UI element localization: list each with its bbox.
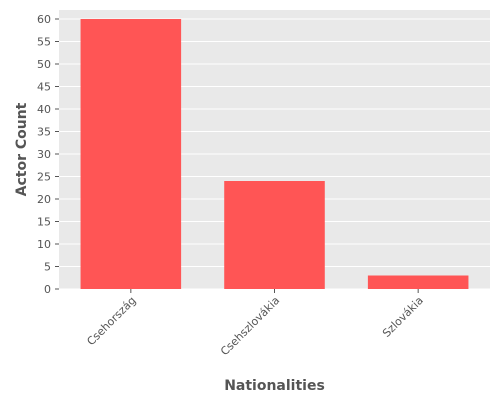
y-tick-label: 0: [44, 283, 51, 296]
bar: [80, 19, 182, 289]
y-tick-label: 45: [37, 81, 51, 94]
bars: [80, 19, 469, 289]
y-axis-title: Actor Count: [14, 102, 30, 196]
x-axis-title: Nationalities: [224, 378, 325, 394]
y-tick-label: 10: [37, 238, 51, 251]
y-tick-label: 15: [37, 216, 51, 229]
y-tick-label: 30: [37, 148, 51, 161]
x-axis-ticks: Csehország Csehszlovákia Szlovákia: [84, 289, 426, 358]
x-tick-label: Csehszlovákia: [218, 294, 282, 358]
y-tick-label: 25: [37, 171, 51, 184]
y-tick-label: 40: [37, 103, 51, 116]
x-tick-label: Csehország: [84, 294, 138, 348]
y-tick-label: 20: [37, 193, 51, 206]
bar: [224, 181, 325, 289]
x-tick-label: Szlovákia: [380, 294, 426, 340]
y-tick-label: 35: [37, 126, 51, 139]
y-tick-label: 50: [37, 58, 51, 71]
y-axis-ticks: 0 5 10 15 20 25 30 35 40 45 50 55 60: [37, 13, 59, 296]
bar: [367, 275, 469, 289]
y-tick-label: 5: [44, 261, 51, 274]
y-tick-label: 60: [37, 13, 51, 26]
y-tick-label: 55: [37, 36, 51, 49]
